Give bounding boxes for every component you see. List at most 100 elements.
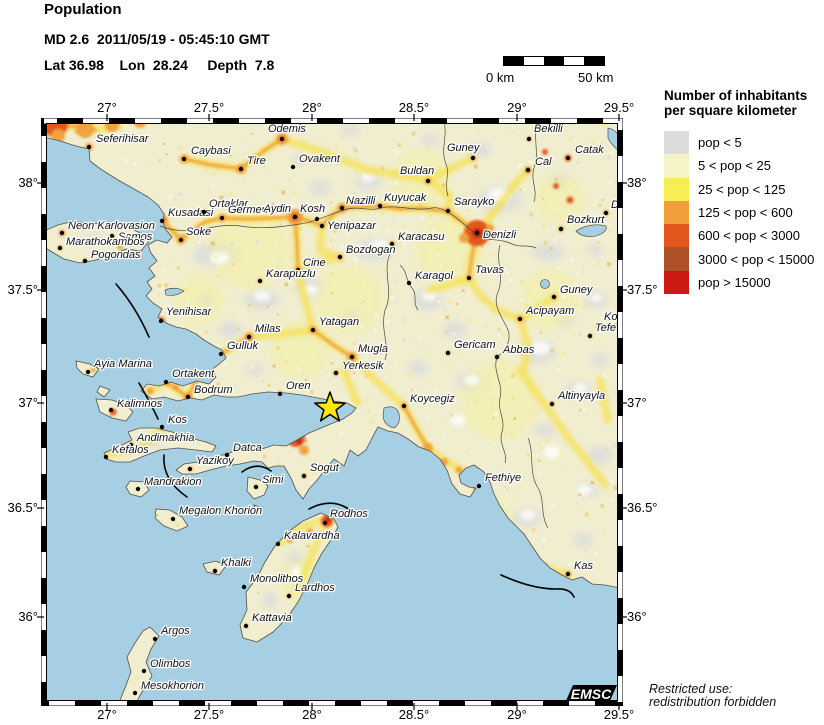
scale-bar-segment (504, 57, 524, 65)
city-dot (109, 233, 115, 239)
city-label: Megalon Khorion (179, 505, 262, 517)
city-marker: Abbas (494, 343, 536, 360)
city-label: Sarayko (454, 196, 494, 208)
city-dot (587, 333, 593, 339)
city-dot (159, 424, 165, 430)
city-dot (201, 209, 207, 215)
city-dot (466, 275, 472, 281)
city-marker: Koycegiz (401, 392, 456, 409)
legend: Number of inhabitants per square kilomet… (664, 88, 815, 295)
city-marker: Cine (295, 256, 327, 273)
city-marker: Denizli (474, 228, 518, 242)
city-marker: Guney (551, 283, 595, 300)
city-marker: Gulluk (218, 339, 260, 357)
city-marker: Ortakent (163, 367, 216, 385)
city-label: Samos (118, 231, 153, 243)
city-dot (103, 454, 109, 460)
city-label: Odemis (268, 123, 306, 135)
city-dot (141, 668, 147, 674)
legend-label: 25 < pop < 125 (698, 181, 786, 197)
coastline (44, 121, 620, 703)
lon-tick-label-top: 29° (507, 100, 527, 115)
city-label: Kalimnos (117, 398, 163, 410)
city-label: Ovakent (299, 153, 341, 165)
city-marker: Tefe (587, 321, 617, 339)
city-label: Gulluk (227, 340, 259, 352)
lat-tick-label-left: 37° (18, 395, 38, 410)
emsc-logo-text: EMSC (571, 686, 612, 702)
legend-title-line2: per square kilometer (664, 103, 797, 118)
city-marker: Fethiye (476, 471, 522, 489)
city-label: Bekilli (534, 123, 563, 135)
city-label: Ortakent (172, 368, 215, 380)
legend-swatch (664, 154, 689, 178)
city-dot (596, 323, 602, 329)
lat-tick-label-right: 37.5° (627, 282, 658, 297)
city-dot (286, 593, 292, 599)
city-label: Kosh (300, 203, 325, 215)
city-label: Cine (303, 257, 326, 269)
lon-tick-label-top: 27° (97, 100, 117, 115)
city-marker: Yerkesik (333, 359, 385, 376)
city-dot (517, 316, 523, 322)
page-title: Population (44, 1, 122, 18)
city-dot (445, 350, 451, 356)
city-label: Kefalos (112, 444, 149, 456)
city-label: Rodhos (330, 508, 368, 520)
city-dot (377, 203, 383, 209)
city-dot (425, 178, 431, 184)
city-marker: Yenipazar (319, 219, 379, 233)
city-dot (525, 167, 531, 173)
city-label: Bozdogan (346, 244, 396, 256)
city-label: Koycegiz (410, 393, 455, 405)
city-marker: Yazikoy (187, 454, 236, 472)
legend-swatch (664, 224, 689, 248)
city-label: Kattavia (252, 612, 292, 624)
city-dot (406, 280, 412, 286)
city-marker: Megalon Khorion (170, 504, 263, 522)
city-label: D (611, 199, 619, 211)
white-patches (210, 174, 602, 578)
city-label: Kuyucak (384, 192, 427, 204)
city-label: Denizli (483, 229, 517, 241)
city-label: Bozkurt (567, 214, 605, 226)
epicenter-star (314, 391, 346, 422)
city-dot (253, 484, 259, 490)
scale-bar-segment (544, 57, 564, 65)
legend-item: 600 < pop < 3000 (664, 224, 814, 248)
city-marker: Kuyucak (377, 191, 428, 209)
city-marker: D (603, 198, 620, 216)
city-marker: Yatagan (310, 315, 360, 333)
city-dot (224, 452, 230, 458)
city-marker: Milas (246, 322, 282, 340)
city-marker: Altinyayla (549, 389, 606, 407)
city-marker: Ko (596, 310, 619, 329)
city-label: Tavas (475, 264, 504, 276)
scale-bar-start-label: 0 km (486, 70, 515, 85)
legend-item: pop > 15000 (664, 270, 814, 295)
city-marker: Datca (224, 441, 263, 458)
city-marker: Guney (446, 141, 482, 161)
city-label: Kas (574, 560, 593, 572)
city-marker: Bodrum (185, 383, 234, 400)
city-marker: Monolithos (241, 572, 305, 590)
city-label: Yenipazar (327, 220, 377, 232)
city-label: Guney (447, 142, 481, 154)
scale-bar-segment (524, 57, 544, 65)
city-marker: Acipayam (517, 304, 576, 322)
city-label: Kalavardha (284, 530, 340, 542)
city-label: Tire (247, 155, 266, 167)
legend-label: 3000 < pop < 15000 (698, 251, 815, 267)
city-marker: Olimbos (141, 657, 192, 674)
scale-bar-segment (564, 57, 584, 65)
city-marker: Odemis (267, 122, 308, 142)
city-marker: Andimakhia (128, 431, 196, 448)
city-dot (219, 215, 225, 221)
city-marker: Bozkurt (558, 213, 607, 232)
legend-item: 25 < pop < 125 (664, 177, 814, 201)
city-dot (319, 223, 325, 229)
city-marker: Kusadasi (159, 206, 215, 224)
legend-swatch (664, 270, 689, 295)
city-marker: Caybasi (181, 144, 233, 162)
city-dot (158, 318, 164, 324)
